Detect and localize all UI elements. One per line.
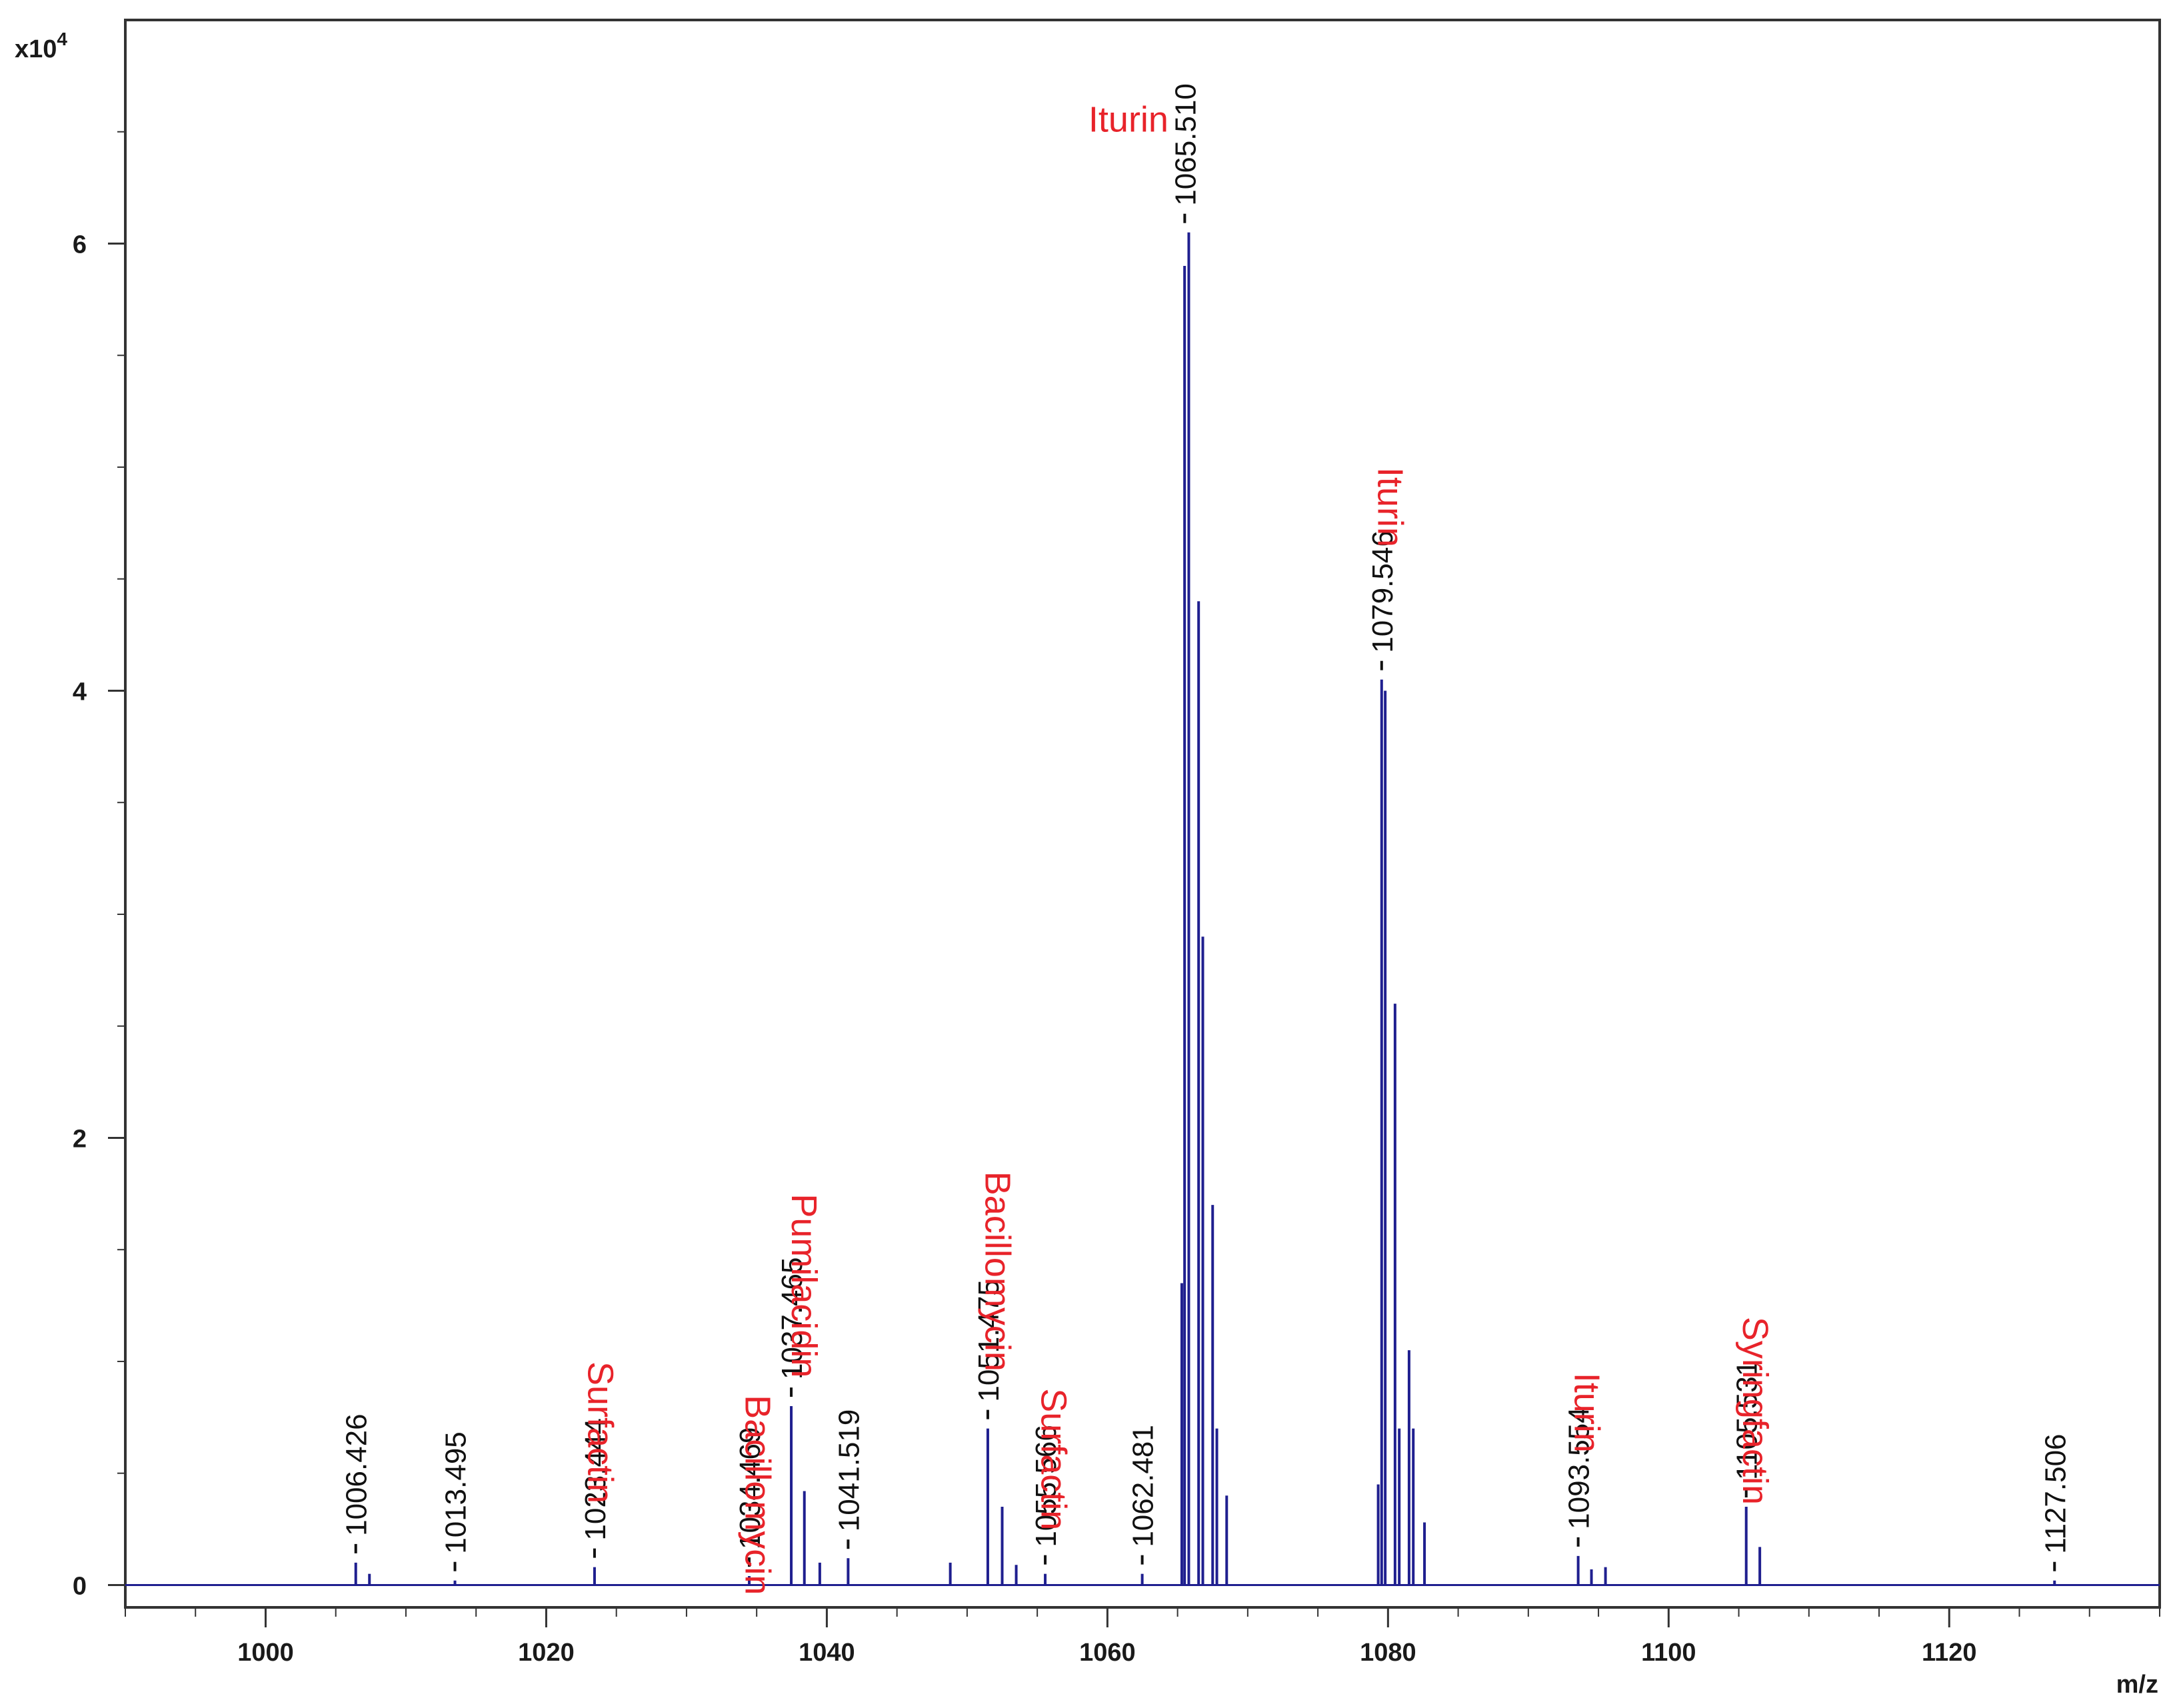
peak-mz-label: 1105.531: [1731, 1360, 1764, 1480]
compound-annotation: Surfactin: [581, 1361, 621, 1503]
peak-mz-label: 1065.510: [1169, 83, 1202, 206]
peak-mz-label: 1006.426: [341, 1413, 373, 1536]
peak-mz-label: 1023.444: [579, 1418, 612, 1541]
y-tick-label: 0: [73, 1572, 87, 1600]
y-multiplier-label: x104: [15, 29, 67, 63]
x-tick-label: 1060: [1079, 1639, 1136, 1667]
y-tick-label: 6: [73, 231, 87, 259]
compound-annotation: Syringfactin: [1735, 1317, 1775, 1505]
peak-mz-label: 1041.519: [833, 1409, 865, 1532]
compound-annotation: Iturin: [1370, 467, 1410, 547]
y-multiplier-exponent: 4: [57, 29, 67, 49]
peak-mz-label: 1127.506: [2039, 1433, 2072, 1553]
spectrum-trace: [125, 232, 2160, 1586]
x-tick-label: 1120: [1922, 1639, 1976, 1667]
peak-mz-label: 1055.566: [1030, 1425, 1063, 1547]
x-axis-label: m/z: [2116, 1671, 2158, 1699]
axis-ticks: 1000 1020 1040 1060 1080 1100 1120 0 2 4 6: [73, 131, 2160, 1667]
x-tick-label: 1040: [799, 1639, 855, 1667]
x-tick-label: 1000: [237, 1639, 294, 1667]
x-tick-label: 1020: [518, 1639, 575, 1667]
peak-mz-label: 1062.481: [1127, 1425, 1160, 1547]
y-tick-label: 2: [73, 1125, 87, 1153]
compound-annotation: Bacillomycin: [737, 1395, 777, 1595]
compound-annotation: Surfactin: [1033, 1388, 1073, 1530]
peak-labels: 1006.426 1013.495 1023.444 1034.469 1037.465…: [341, 83, 2072, 1571]
peak-mz-label: 1051.475: [973, 1280, 1005, 1402]
compound-annotation: Pumilacidin: [784, 1194, 824, 1377]
x-tick-label: 1100: [1641, 1639, 1696, 1667]
peak-mz-label: 1013.495: [440, 1431, 473, 1554]
peak-mz-label: 1079.546: [1366, 530, 1399, 653]
y-tick-label: 4: [73, 678, 87, 706]
compound-annotation: Bacillomycin: [977, 1172, 1017, 1371]
x-tick-label: 1080: [1360, 1639, 1416, 1667]
compound-annotation: Iturin: [1566, 1373, 1606, 1453]
plot-frame: [124, 19, 2161, 1609]
peak-mz-label: 1093.554: [1563, 1407, 1596, 1529]
peak-mz-label: 1037.465: [776, 1258, 809, 1380]
peak-mz-label: 1034.469: [734, 1427, 767, 1549]
compound-annotation: Iturin: [1088, 100, 1168, 140]
